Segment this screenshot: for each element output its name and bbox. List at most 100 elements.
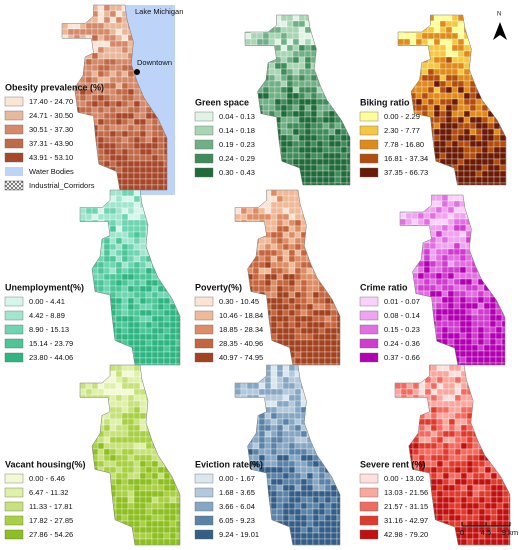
tract <box>441 284 449 292</box>
tract <box>85 118 93 126</box>
tract <box>85 219 93 227</box>
tract <box>109 351 117 359</box>
tract <box>127 243 135 251</box>
tract <box>430 418 438 426</box>
tract <box>85 255 93 263</box>
tract <box>246 255 254 263</box>
tract <box>79 118 87 126</box>
legend-swatch <box>359 338 379 349</box>
tract <box>79 46 87 54</box>
tract <box>439 98 447 106</box>
tract <box>109 394 117 402</box>
tract <box>400 365 408 372</box>
legend-swatch <box>359 296 379 307</box>
tract <box>423 254 431 262</box>
tract <box>109 225 117 233</box>
tract <box>310 62 318 70</box>
tract <box>495 278 503 286</box>
tract <box>246 400 254 408</box>
tract <box>330 466 338 474</box>
tract <box>256 74 264 82</box>
tract <box>175 478 180 486</box>
tract <box>415 98 423 106</box>
tract <box>448 460 456 468</box>
tract <box>312 478 320 486</box>
tract <box>292 26 300 34</box>
tract <box>145 400 153 408</box>
tract <box>316 110 324 118</box>
tract <box>282 315 290 323</box>
tract <box>330 201 338 209</box>
tract <box>256 38 264 46</box>
tract <box>336 303 340 311</box>
tract <box>459 230 467 238</box>
tract <box>465 254 473 262</box>
tract <box>270 412 278 420</box>
tract <box>427 50 435 58</box>
tract <box>97 249 105 257</box>
tract <box>324 382 332 390</box>
tract <box>274 80 282 88</box>
tract <box>439 38 447 46</box>
tract <box>454 460 462 468</box>
tract <box>240 267 248 275</box>
tract <box>240 243 248 251</box>
legend-swatch <box>359 111 379 122</box>
tract <box>334 20 342 28</box>
tract <box>163 412 171 420</box>
tract <box>127 448 135 456</box>
tract <box>460 454 468 462</box>
tract <box>121 309 129 317</box>
tract <box>139 267 147 275</box>
tract <box>330 496 338 504</box>
tract <box>469 20 477 28</box>
tract <box>463 56 471 64</box>
tract <box>451 152 459 160</box>
tract <box>103 178 111 186</box>
tract <box>427 92 435 100</box>
tract <box>252 213 260 221</box>
choropleth-map <box>245 15 350 185</box>
tract <box>103 16 111 24</box>
tract <box>306 532 314 540</box>
tract <box>246 406 254 414</box>
tract <box>465 206 473 214</box>
tract <box>145 315 153 323</box>
tract <box>268 62 276 70</box>
tract <box>508 442 510 450</box>
tract <box>286 122 294 130</box>
tract <box>133 160 141 168</box>
tract <box>80 400 87 408</box>
tract <box>121 130 129 138</box>
tract <box>276 466 284 474</box>
tract <box>85 130 93 138</box>
tract <box>133 448 141 456</box>
tract <box>421 86 429 94</box>
tract <box>280 44 288 52</box>
tract <box>312 382 320 390</box>
tract <box>489 290 497 298</box>
legend-swatch <box>359 139 379 150</box>
tract <box>292 116 300 124</box>
tract <box>421 116 429 124</box>
tract <box>477 224 485 232</box>
tract <box>465 195 473 202</box>
tract <box>405 248 413 256</box>
tract <box>240 376 248 384</box>
tract <box>133 472 141 480</box>
tract <box>483 332 491 340</box>
tract <box>400 370 408 378</box>
tract <box>324 219 332 227</box>
tract <box>477 326 485 334</box>
tract <box>433 98 441 106</box>
tract <box>151 460 159 468</box>
tract <box>472 514 480 522</box>
legend-swatch <box>194 167 214 178</box>
tract <box>429 248 437 256</box>
tract <box>435 278 443 286</box>
tract <box>127 357 135 365</box>
tract <box>274 140 282 148</box>
tract <box>483 314 491 322</box>
tract <box>328 86 336 94</box>
tract <box>103 376 111 384</box>
